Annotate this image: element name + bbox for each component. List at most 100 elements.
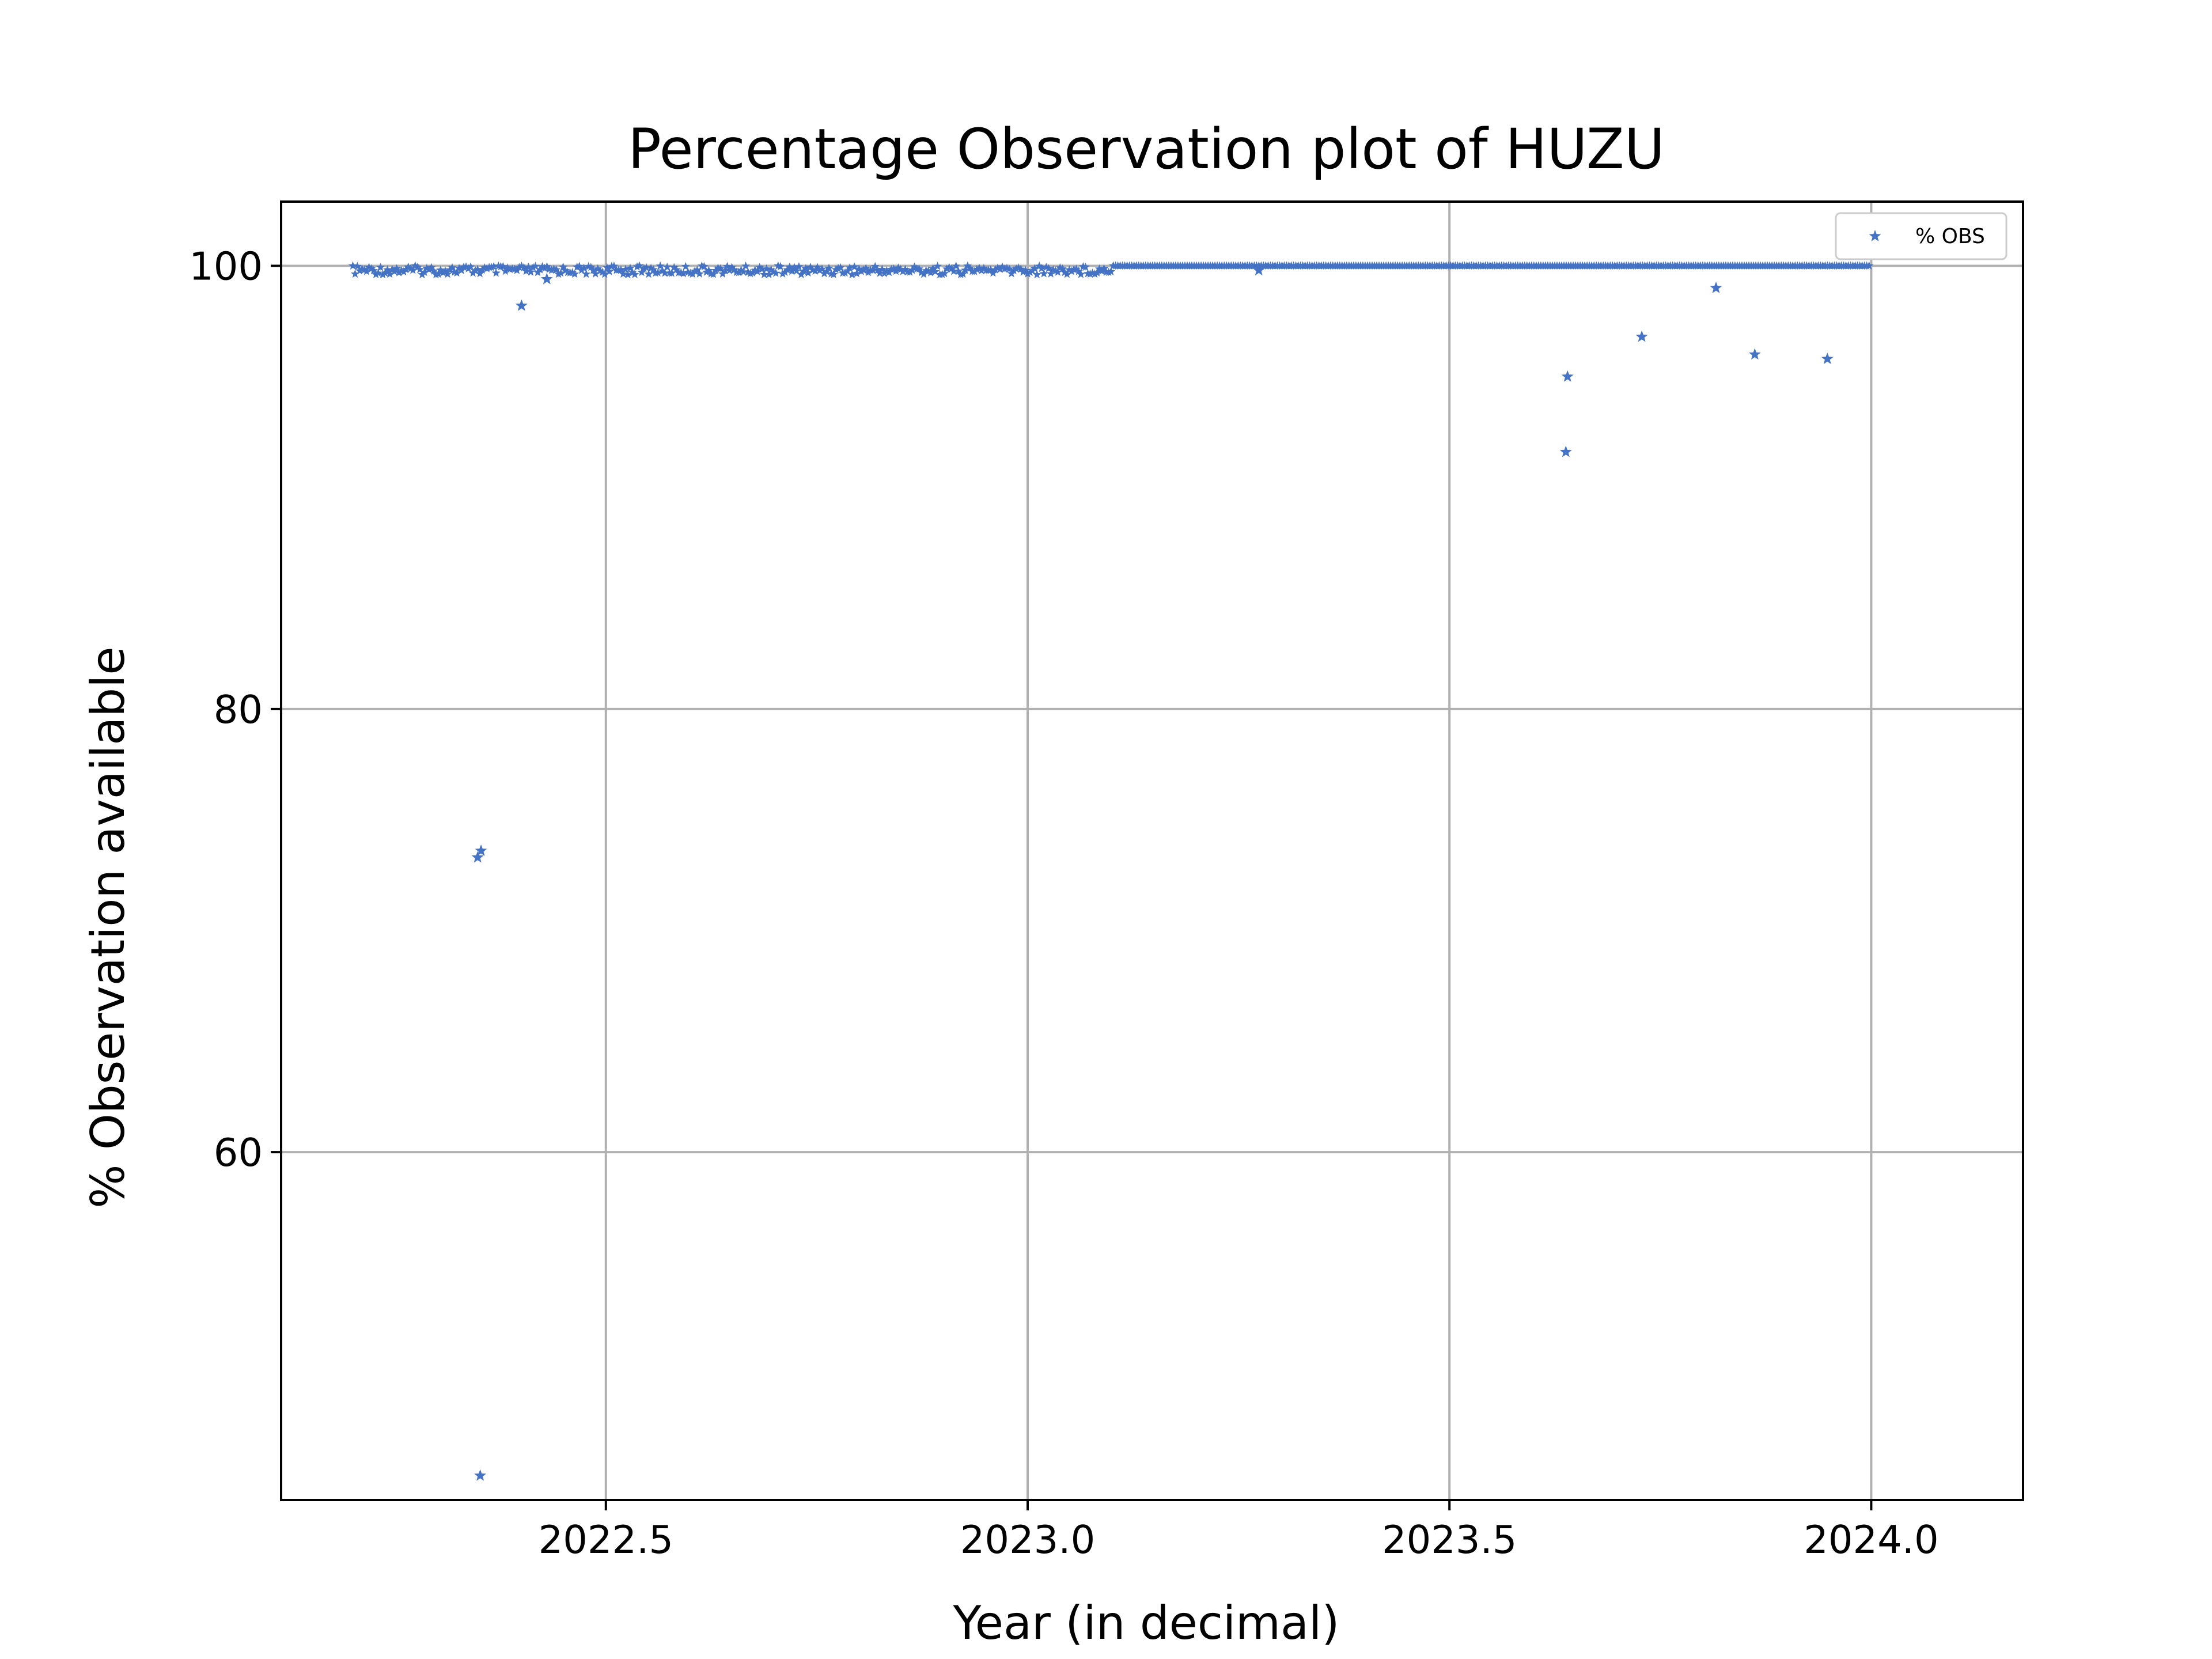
data-point	[468, 268, 478, 277]
data-point	[656, 261, 665, 270]
data-point	[570, 269, 579, 278]
data-point	[792, 266, 801, 275]
data-point	[517, 262, 526, 270]
data-point	[889, 264, 898, 273]
y-tick-label: 100	[189, 244, 263, 289]
data-point	[806, 263, 815, 271]
data-point	[1041, 263, 1051, 271]
data-point	[350, 269, 360, 278]
data-point	[644, 269, 653, 278]
x-tick-label: 2022.5	[539, 1517, 673, 1562]
data-point	[526, 267, 535, 276]
data-point	[376, 263, 385, 271]
data-point	[524, 262, 533, 271]
data-point	[836, 263, 845, 272]
data-point	[418, 270, 427, 279]
data-point	[635, 261, 644, 270]
data-point	[498, 262, 507, 271]
data-point	[926, 268, 935, 276]
x-tick-label: 2023.0	[960, 1517, 1095, 1562]
legend: % OBS	[1835, 212, 2008, 260]
data-point	[669, 263, 679, 271]
data-point	[870, 262, 880, 271]
data-point	[573, 262, 582, 271]
data-point	[1018, 267, 1028, 276]
data-point	[776, 262, 785, 271]
legend-marker	[1869, 230, 1881, 241]
data-point	[452, 268, 461, 277]
data-point	[815, 266, 824, 275]
data-point	[355, 266, 365, 275]
legend-box	[1835, 212, 2008, 260]
data-point	[1085, 269, 1095, 278]
data-point	[1053, 267, 1062, 276]
data-point	[829, 270, 838, 278]
data-point	[882, 266, 891, 275]
data-point	[1097, 266, 1107, 275]
data-point	[715, 264, 725, 273]
data-point	[521, 266, 531, 275]
data-point	[1058, 264, 1067, 273]
data-point	[649, 265, 658, 274]
data-point	[348, 261, 358, 270]
y-tick-label: 80	[214, 687, 263, 732]
data-point	[515, 299, 528, 311]
data-point	[411, 261, 420, 270]
data-point	[729, 265, 739, 274]
data-point	[537, 262, 547, 271]
data-point	[399, 267, 408, 276]
data-point	[1032, 270, 1041, 279]
data-point	[628, 268, 637, 276]
data-point	[692, 266, 702, 274]
data-point	[392, 264, 402, 272]
data-point	[586, 263, 596, 271]
data-point	[658, 266, 667, 275]
data-point	[850, 262, 859, 271]
data-point	[1014, 263, 1023, 272]
data-point	[1016, 264, 1025, 273]
data-point	[438, 268, 448, 276]
data-point	[1074, 267, 1083, 275]
data-point	[672, 265, 681, 274]
data-point	[402, 265, 411, 274]
data-point	[1012, 264, 1021, 273]
data-point	[554, 269, 563, 278]
data-point	[942, 264, 952, 273]
data-point	[1065, 265, 1074, 274]
data-point	[727, 263, 737, 271]
data-point	[383, 265, 392, 274]
data-point	[757, 264, 767, 273]
data-point	[785, 262, 794, 271]
data-point	[699, 262, 709, 271]
data-point	[630, 270, 639, 278]
data-point	[722, 262, 732, 271]
data-point	[473, 264, 482, 274]
data-point	[408, 266, 418, 274]
data-point	[702, 267, 711, 276]
data-point	[905, 267, 915, 276]
data-point	[771, 268, 781, 277]
data-point	[503, 263, 512, 272]
data-point	[933, 262, 942, 270]
data-point	[970, 267, 979, 275]
data-point	[1090, 269, 1100, 278]
legend-marker-star	[1869, 230, 1881, 241]
data-point	[489, 262, 498, 271]
data-point	[1021, 266, 1030, 274]
data-point	[854, 264, 863, 273]
data-point	[972, 264, 982, 274]
data-point	[378, 270, 388, 279]
data-point	[790, 263, 799, 271]
data-point	[639, 264, 649, 272]
data-point	[642, 263, 651, 272]
data-point	[940, 268, 949, 278]
data-point	[514, 263, 524, 271]
data-point	[1710, 282, 1722, 293]
data-point	[667, 268, 676, 277]
data-point	[559, 262, 568, 271]
data-point	[367, 264, 376, 273]
data-point	[1023, 269, 1032, 278]
data-point	[385, 269, 395, 278]
data-point	[1107, 267, 1116, 276]
